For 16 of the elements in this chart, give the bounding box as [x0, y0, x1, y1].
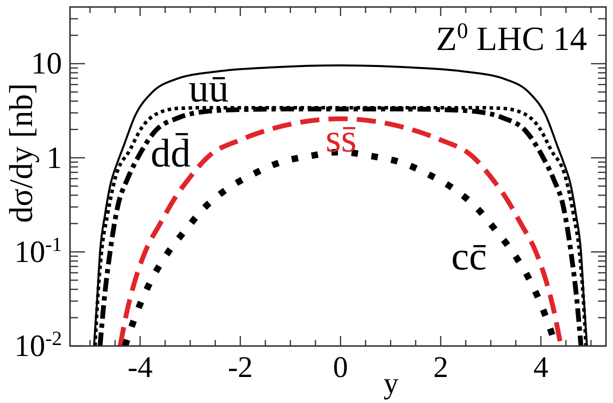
x-tick-label: 2: [433, 351, 448, 384]
y-tick-label: 10$^{-2}$: [14, 328, 62, 363]
y-tick-label: 1: [46, 140, 62, 175]
x-tick-label: -2: [228, 351, 253, 384]
x-tick-label: 0: [333, 351, 348, 384]
annotation: Z$^{0}$ LHC 14: [436, 18, 587, 58]
y-axis-title: dσ/dy [nb]: [4, 83, 40, 223]
series-label: cc̄: [451, 233, 487, 278]
x-axis-title: y: [384, 367, 398, 400]
y-tick-label: 10: [31, 46, 62, 81]
y-tick-label: 10$^{-1}$: [14, 234, 62, 269]
series-label: ss̄: [325, 115, 357, 160]
x-tick-label: 4: [533, 351, 548, 384]
series-label: uū: [188, 65, 229, 110]
series-label: dd̄: [150, 130, 191, 176]
x-tick-label: -4: [128, 351, 153, 384]
